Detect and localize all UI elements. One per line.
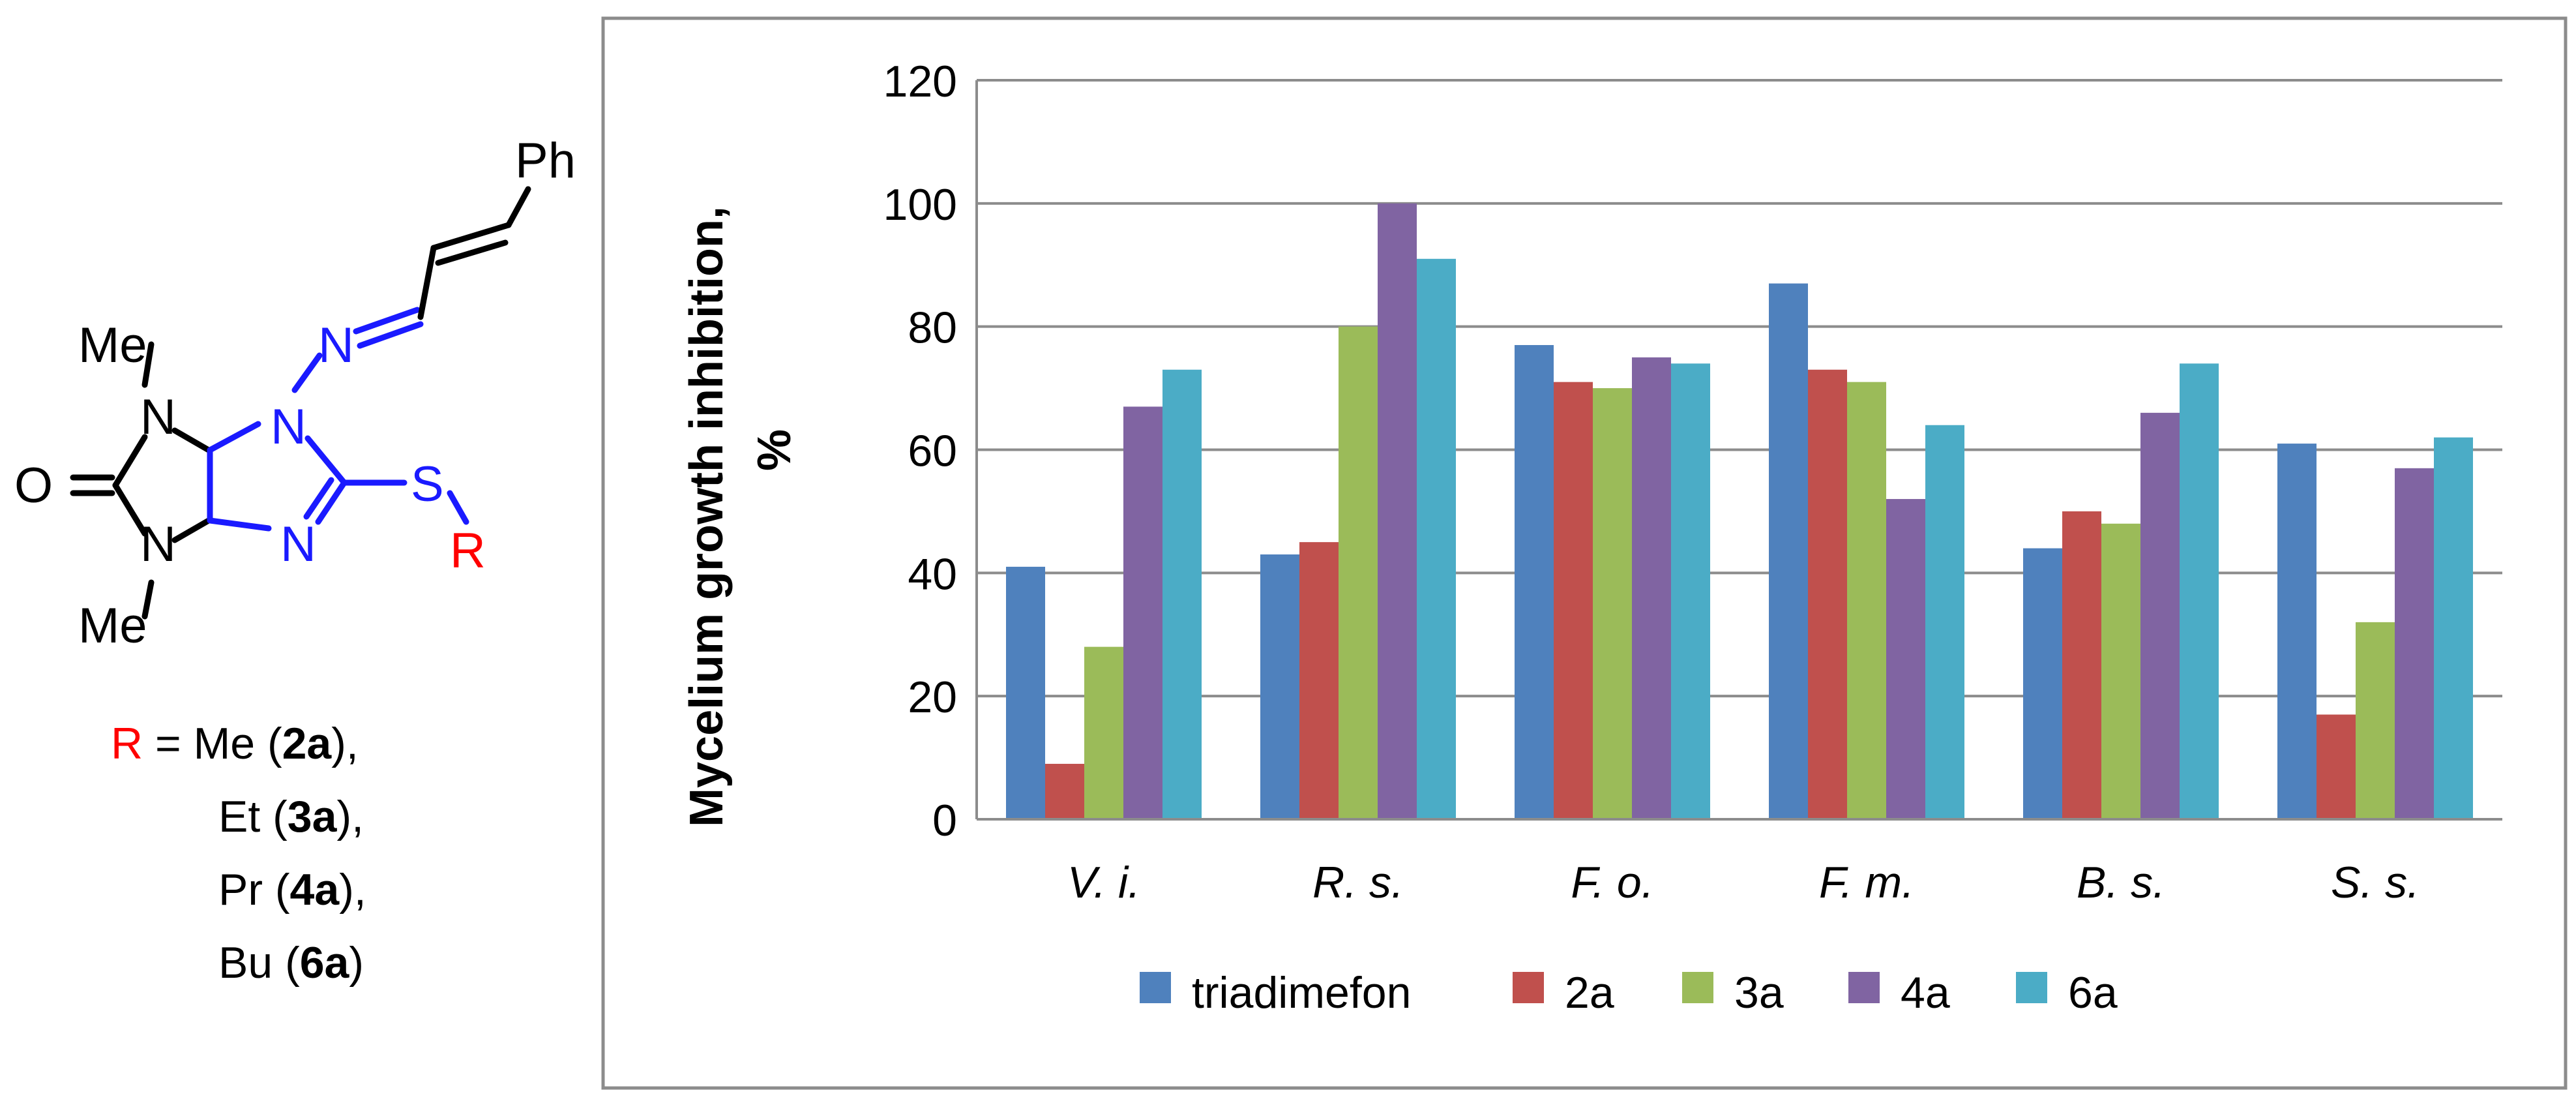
black-bonds <box>70 341 212 620</box>
styryl-bonds <box>417 186 531 320</box>
atom-n-imine: N <box>318 318 354 373</box>
x-tick-label: F. o. <box>1571 858 1653 907</box>
bar <box>1045 764 1084 819</box>
x-tick-label: V. i. <box>1067 858 1140 907</box>
atom-n-ring-top: N <box>271 399 306 455</box>
y-tick-label: 40 <box>908 549 957 599</box>
y-tick-label: 120 <box>883 57 957 106</box>
atom-n-bottom: N <box>140 517 176 572</box>
bar <box>2140 412 2180 819</box>
r-legend-line-4: Bu (6a) <box>218 938 364 988</box>
bar <box>1554 382 1593 819</box>
bar <box>1339 326 1378 820</box>
bar <box>2277 444 2317 819</box>
legend-swatch <box>1513 972 1544 1003</box>
chemical-structure: Ph Me Me N N N N N O S R R = Me (2a), Et… <box>14 133 576 988</box>
bar <box>1769 283 1808 819</box>
bar <box>1162 369 1202 819</box>
bar <box>1515 344 1554 819</box>
y-tick-label: 20 <box>908 672 957 722</box>
bar <box>1378 203 1417 819</box>
bar <box>2356 622 2395 819</box>
bar <box>1593 388 1632 819</box>
bar <box>1808 369 1847 819</box>
atom-o: O <box>14 458 53 513</box>
y-tick-label: 80 <box>908 303 957 353</box>
y-tick-label: 0 <box>932 796 957 845</box>
bar <box>2317 714 2356 819</box>
bar <box>1632 357 1671 819</box>
bar <box>2180 363 2219 819</box>
legend-label: triadimefon <box>1192 968 1411 1018</box>
bar <box>1260 554 1299 819</box>
r-legend-line-1: R = Me (2a), <box>111 719 359 768</box>
legend-label: 4a <box>1901 968 1950 1018</box>
atom-r: R <box>450 523 486 579</box>
bar <box>1006 566 1045 819</box>
atom-me-bottom: Me <box>78 598 147 654</box>
atom-ph: Ph <box>515 133 576 189</box>
r-legend-line-2: Et (3a), <box>218 792 364 841</box>
y-axis-title-line-1: Mycelium growth inhibition, <box>681 206 733 827</box>
bars <box>1006 203 2473 820</box>
r-legend-line-3: Pr (4a), <box>218 865 366 914</box>
legend: triadimefon 2a 3a 4a 6a <box>1140 968 2118 1018</box>
atom-n-top: N <box>140 389 176 445</box>
legend-swatch <box>1140 972 1171 1003</box>
legend-label: 2a <box>1565 968 1614 1018</box>
bar <box>1123 406 1162 819</box>
bar <box>2101 523 2140 819</box>
bar <box>2062 511 2101 819</box>
bar <box>1671 363 1710 819</box>
bar <box>2023 548 2062 819</box>
legend-label: 3a <box>1734 968 1784 1018</box>
y-tick-label: 60 <box>908 427 957 476</box>
x-tick-label: S. s. <box>2331 858 2420 907</box>
bar <box>2434 437 2473 819</box>
bar <box>1299 542 1339 819</box>
gridlines <box>977 79 2502 698</box>
bar <box>1417 258 1456 819</box>
legend-swatch <box>1848 972 1880 1003</box>
bar <box>2395 468 2434 819</box>
atom-n-ring-bottom: N <box>280 517 316 572</box>
y-tick-label: 100 <box>883 180 957 230</box>
legend-label: 6a <box>2068 968 2118 1018</box>
x-tick-label: R. s. <box>1312 858 1404 907</box>
bar <box>1886 499 1925 819</box>
atom-me-top: Me <box>78 318 147 373</box>
y-axis-title-line-2: % <box>748 429 801 471</box>
blue-bonds <box>207 307 469 532</box>
atom-s: S <box>411 457 444 512</box>
axes: 0 20 40 60 80 100 120 V. i. R. s. F. o. F. m. B. s.… <box>883 57 2502 907</box>
x-tick-label: F. m. <box>1819 858 1914 907</box>
bar <box>1084 646 1123 819</box>
bar <box>1925 425 1964 819</box>
x-tick-label: B. s. <box>2077 858 2165 907</box>
legend-swatch <box>1682 972 1713 1003</box>
bar <box>1847 382 1886 819</box>
legend-swatch <box>2016 972 2047 1003</box>
